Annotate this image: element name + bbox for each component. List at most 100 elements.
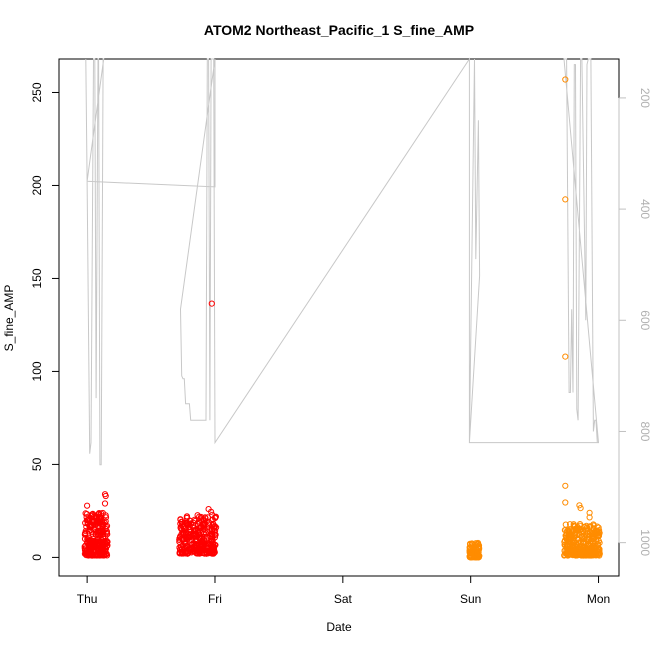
chart-title: ATOM2 Northeast_Pacific_1 S_fine_AMP — [204, 22, 474, 38]
data-point — [104, 542, 111, 549]
data-point — [590, 542, 598, 550]
data-point — [587, 540, 594, 547]
data-point — [584, 524, 591, 531]
right-tick-label: 600 — [638, 310, 650, 330]
data-point — [198, 513, 205, 521]
data-point — [182, 549, 189, 556]
data-point — [585, 541, 592, 548]
data-point — [208, 300, 215, 307]
data-point — [94, 517, 102, 524]
data-point — [563, 543, 570, 550]
data-point — [475, 554, 482, 561]
data-point — [579, 544, 586, 552]
data-point — [576, 521, 584, 528]
data-point — [101, 500, 109, 507]
data-point — [91, 552, 98, 559]
data-point — [102, 492, 109, 500]
data-point — [471, 541, 479, 549]
y-tick-label: 150 — [30, 268, 44, 288]
data-point — [571, 548, 578, 555]
data-point — [98, 530, 105, 537]
data-point — [178, 548, 185, 556]
data-point — [95, 552, 102, 559]
x-tick-label: Sat — [334, 592, 353, 606]
data-point — [208, 508, 215, 515]
depth-line-layer — [85, 57, 600, 466]
data-point — [468, 553, 475, 560]
data-point — [84, 502, 91, 509]
data-point — [102, 545, 109, 553]
data-point — [102, 512, 109, 519]
y-axis-label: S_fine_AMP — [2, 285, 16, 352]
data-point — [104, 531, 111, 538]
data-point — [591, 534, 598, 542]
data-point — [572, 527, 580, 534]
depth-line — [85, 57, 600, 466]
data-point — [594, 523, 601, 530]
data-point — [474, 550, 481, 557]
x-tick-label: Sun — [460, 592, 481, 606]
x-tick-label: Mon — [587, 592, 610, 606]
data-point — [89, 531, 96, 538]
data-point — [562, 499, 569, 506]
data-point — [182, 519, 189, 526]
data-point — [577, 505, 584, 512]
data-point — [212, 515, 219, 522]
data-point — [564, 528, 571, 535]
data-point — [574, 541, 581, 549]
data-point — [190, 519, 197, 527]
data-point — [562, 196, 569, 203]
data-point — [562, 76, 569, 83]
data-point — [592, 536, 599, 543]
right-tick-label: 800 — [638, 421, 650, 441]
data-point — [208, 550, 215, 557]
data-point — [98, 518, 106, 525]
data-point — [562, 482, 569, 489]
y-tick-label: 100 — [30, 361, 44, 381]
data-point — [576, 502, 583, 509]
y-tick-label: 200 — [30, 175, 44, 195]
plot-frame — [58, 58, 620, 577]
data-point — [206, 519, 213, 526]
data-point — [579, 533, 586, 540]
data-point — [192, 531, 199, 538]
data-point — [91, 541, 99, 548]
data-point — [467, 554, 474, 561]
data-point — [94, 523, 101, 530]
data-point — [91, 517, 98, 525]
data-point — [565, 532, 572, 539]
data-point — [191, 516, 198, 524]
data-point — [176, 536, 183, 544]
x-tick-label: Thu — [77, 592, 98, 606]
data-point — [211, 523, 218, 530]
data-point — [582, 550, 589, 557]
data-point — [199, 522, 206, 529]
data-point — [209, 533, 216, 541]
data-point — [82, 528, 89, 535]
right-tick-label: 400 — [638, 199, 650, 219]
right-tick-label: 1000 — [638, 529, 650, 556]
data-point — [98, 539, 105, 546]
data-point — [89, 511, 96, 518]
data-point — [182, 540, 189, 547]
data-point — [196, 549, 203, 557]
data-point — [586, 509, 593, 516]
data-point — [177, 516, 184, 523]
data-point — [88, 522, 95, 530]
data-point — [586, 514, 593, 521]
data-point — [205, 542, 212, 550]
y-tick-label: 50 — [30, 457, 44, 471]
data-point — [562, 353, 569, 360]
data-point — [573, 540, 580, 547]
data-point — [561, 537, 569, 544]
data-point — [587, 523, 594, 530]
data-point — [562, 550, 569, 557]
y-tick-label: 250 — [30, 82, 44, 102]
data-point — [196, 520, 203, 527]
axes-layer: 0 50 100 150 200 250 Thu Fri Sat Sun Mon 200 400 600 8… — [30, 82, 650, 606]
data-point — [590, 552, 597, 559]
points-layer — [81, 76, 603, 561]
data-point — [582, 533, 589, 541]
